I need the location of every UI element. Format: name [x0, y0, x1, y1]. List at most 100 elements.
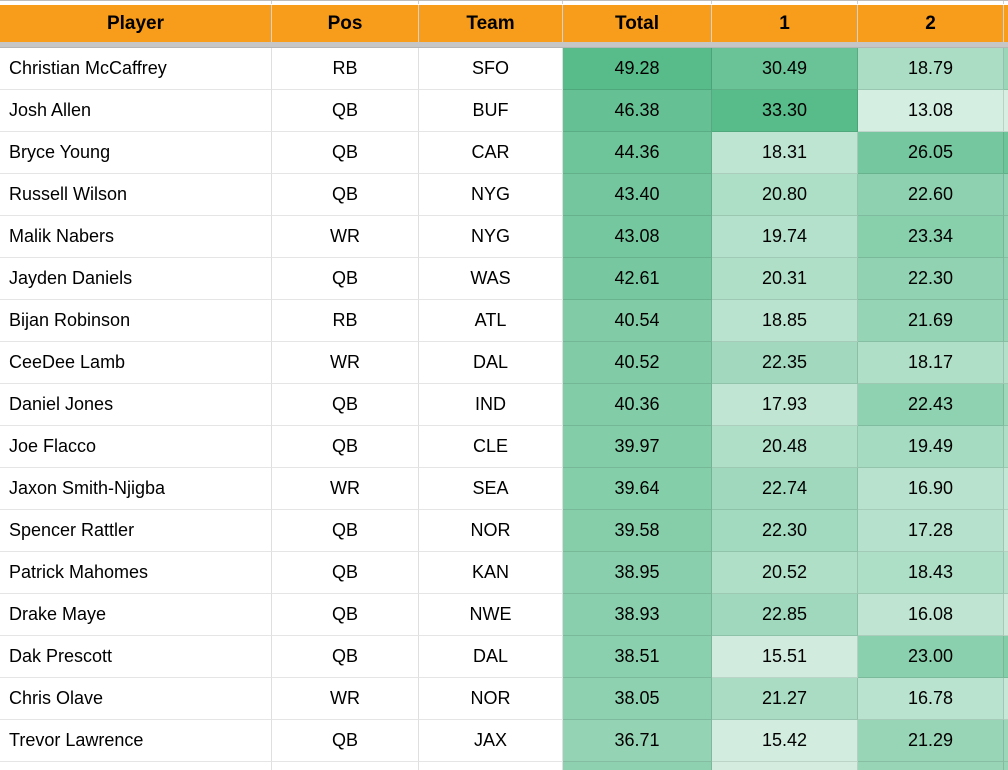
- week1-cell[interactable]: 22.30: [712, 510, 858, 552]
- week2-cell[interactable]: 23.34: [858, 216, 1004, 258]
- player-cell[interactable]: Jaxon Smith-Njigba: [0, 468, 272, 510]
- team-cell[interactable]: CLE: [419, 426, 563, 468]
- week2-cell[interactable]: 21.29: [858, 720, 1004, 762]
- total-cell[interactable]: 39.97: [563, 426, 712, 468]
- player-cell[interactable]: Josh Allen: [0, 90, 272, 132]
- total-cell[interactable]: 38.05: [563, 678, 712, 720]
- team-cell[interactable]: KAN: [419, 552, 563, 594]
- pos-cell[interactable]: QB: [272, 384, 419, 426]
- week2-cell[interactable]: 18.43: [858, 552, 1004, 594]
- pos-cell[interactable]: QB: [272, 720, 419, 762]
- week2-cell[interactable]: 23.00: [858, 636, 1004, 678]
- week2-cell[interactable]: [858, 762, 1004, 770]
- player-cell[interactable]: Joe Flacco: [0, 426, 272, 468]
- week2-cell[interactable]: 16.78: [858, 678, 1004, 720]
- week1-cell[interactable]: 18.31: [712, 132, 858, 174]
- team-cell[interactable]: WAS: [419, 258, 563, 300]
- player-cell[interactable]: Spencer Rattler: [0, 510, 272, 552]
- week1-cell[interactable]: 20.52: [712, 552, 858, 594]
- team-cell[interactable]: NYG: [419, 174, 563, 216]
- pos-cell[interactable]: [272, 762, 419, 770]
- week1-cell[interactable]: 15.51: [712, 636, 858, 678]
- header-player[interactable]: Player: [0, 5, 272, 42]
- week2-cell[interactable]: 16.08: [858, 594, 1004, 636]
- total-cell[interactable]: 49.28: [563, 48, 712, 90]
- week1-cell[interactable]: 20.80: [712, 174, 858, 216]
- player-cell[interactable]: Daniel Jones: [0, 384, 272, 426]
- week1-cell[interactable]: 33.30: [712, 90, 858, 132]
- total-cell[interactable]: 38.95: [563, 552, 712, 594]
- pos-cell[interactable]: RB: [272, 48, 419, 90]
- week1-cell[interactable]: 15.42: [712, 720, 858, 762]
- pos-cell[interactable]: QB: [272, 90, 419, 132]
- total-cell[interactable]: 38.51: [563, 636, 712, 678]
- pos-cell[interactable]: QB: [272, 132, 419, 174]
- pos-cell[interactable]: QB: [272, 174, 419, 216]
- team-cell[interactable]: NOR: [419, 678, 563, 720]
- total-cell[interactable]: 46.38: [563, 90, 712, 132]
- week1-cell[interactable]: 20.48: [712, 426, 858, 468]
- team-cell[interactable]: BUF: [419, 90, 563, 132]
- total-cell[interactable]: 39.58: [563, 510, 712, 552]
- team-cell[interactable]: SFO: [419, 48, 563, 90]
- total-cell[interactable]: 43.08: [563, 216, 712, 258]
- total-cell[interactable]: 40.52: [563, 342, 712, 384]
- team-cell[interactable]: CAR: [419, 132, 563, 174]
- header-week1[interactable]: 1: [712, 5, 858, 42]
- week1-cell[interactable]: 17.93: [712, 384, 858, 426]
- pos-cell[interactable]: WR: [272, 216, 419, 258]
- total-cell[interactable]: 42.61: [563, 258, 712, 300]
- week2-cell[interactable]: 21.69: [858, 300, 1004, 342]
- week1-cell[interactable]: 18.85: [712, 300, 858, 342]
- total-cell[interactable]: 39.64: [563, 468, 712, 510]
- pos-cell[interactable]: QB: [272, 552, 419, 594]
- pos-cell[interactable]: QB: [272, 510, 419, 552]
- header-week2[interactable]: 2: [858, 5, 1004, 42]
- total-cell[interactable]: [563, 762, 712, 770]
- player-cell[interactable]: CeeDee Lamb: [0, 342, 272, 384]
- total-cell[interactable]: 40.54: [563, 300, 712, 342]
- week2-cell[interactable]: 18.17: [858, 342, 1004, 384]
- team-cell[interactable]: DAL: [419, 342, 563, 384]
- total-cell[interactable]: 40.36: [563, 384, 712, 426]
- week2-cell[interactable]: 18.79: [858, 48, 1004, 90]
- team-cell[interactable]: NOR: [419, 510, 563, 552]
- player-cell[interactable]: Drake Maye: [0, 594, 272, 636]
- week1-cell[interactable]: 21.27: [712, 678, 858, 720]
- week2-cell[interactable]: 22.60: [858, 174, 1004, 216]
- team-cell[interactable]: NYG: [419, 216, 563, 258]
- total-cell[interactable]: 44.36: [563, 132, 712, 174]
- pos-cell[interactable]: QB: [272, 258, 419, 300]
- player-cell[interactable]: Bijan Robinson: [0, 300, 272, 342]
- pos-cell[interactable]: WR: [272, 678, 419, 720]
- week1-cell[interactable]: [712, 762, 858, 770]
- header-pos[interactable]: Pos: [272, 5, 419, 42]
- team-cell[interactable]: ATL: [419, 300, 563, 342]
- team-cell[interactable]: IND: [419, 384, 563, 426]
- header-team[interactable]: Team: [419, 5, 563, 42]
- player-cell[interactable]: Patrick Mahomes: [0, 552, 272, 594]
- team-cell[interactable]: JAX: [419, 720, 563, 762]
- pos-cell[interactable]: QB: [272, 426, 419, 468]
- week2-cell[interactable]: 13.08: [858, 90, 1004, 132]
- week1-cell[interactable]: 30.49: [712, 48, 858, 90]
- total-cell[interactable]: 43.40: [563, 174, 712, 216]
- player-cell[interactable]: Jayden Daniels: [0, 258, 272, 300]
- week2-cell[interactable]: 17.28: [858, 510, 1004, 552]
- player-cell[interactable]: Chris Olave: [0, 678, 272, 720]
- team-cell[interactable]: [419, 762, 563, 770]
- total-cell[interactable]: 36.71: [563, 720, 712, 762]
- week2-cell[interactable]: 26.05: [858, 132, 1004, 174]
- week1-cell[interactable]: 22.35: [712, 342, 858, 384]
- team-cell[interactable]: NWE: [419, 594, 563, 636]
- player-cell[interactable]: Malik Nabers: [0, 216, 272, 258]
- player-cell[interactable]: Trevor Lawrence: [0, 720, 272, 762]
- week2-cell[interactable]: 22.43: [858, 384, 1004, 426]
- player-cell[interactable]: [0, 762, 272, 770]
- pos-cell[interactable]: QB: [272, 636, 419, 678]
- pos-cell[interactable]: WR: [272, 468, 419, 510]
- player-cell[interactable]: Christian McCaffrey: [0, 48, 272, 90]
- player-cell[interactable]: Bryce Young: [0, 132, 272, 174]
- pos-cell[interactable]: WR: [272, 342, 419, 384]
- week1-cell[interactable]: 20.31: [712, 258, 858, 300]
